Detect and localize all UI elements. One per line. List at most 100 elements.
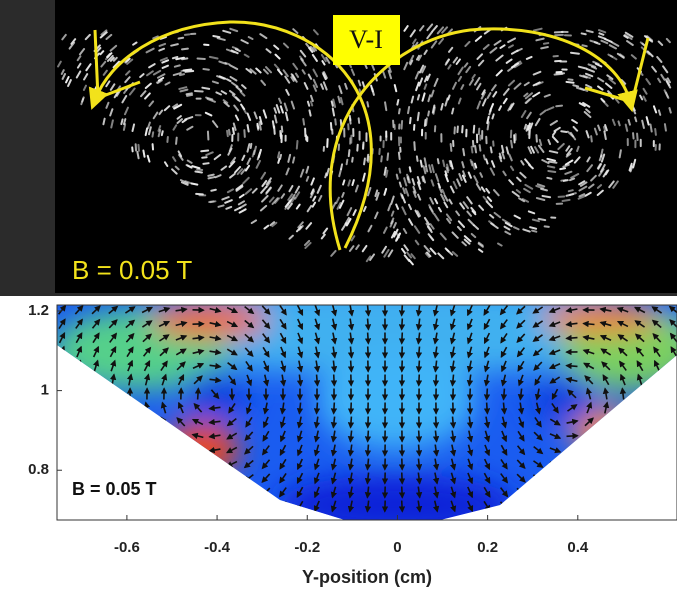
vector bbox=[516, 305, 526, 315]
x-axis-label: Y-position (cm) bbox=[302, 567, 432, 587]
vector bbox=[653, 346, 661, 357]
streak bbox=[152, 35, 159, 40]
streak bbox=[439, 232, 447, 241]
streak bbox=[290, 100, 296, 110]
streak bbox=[478, 204, 485, 211]
streak bbox=[216, 75, 226, 80]
streak bbox=[639, 94, 644, 101]
streak bbox=[618, 149, 622, 159]
streak bbox=[244, 188, 253, 195]
streak bbox=[332, 98, 337, 108]
vector bbox=[330, 472, 337, 485]
streak bbox=[283, 102, 289, 112]
vector bbox=[296, 416, 304, 429]
streak bbox=[449, 143, 453, 152]
streak bbox=[330, 249, 337, 257]
x-tick-label: -0.2 bbox=[294, 539, 320, 556]
streak bbox=[294, 185, 301, 194]
streak bbox=[414, 239, 420, 246]
vector bbox=[415, 500, 423, 513]
vector bbox=[582, 348, 595, 355]
streak bbox=[498, 152, 503, 160]
streak bbox=[68, 41, 76, 50]
streak bbox=[299, 168, 305, 178]
vector bbox=[209, 362, 222, 370]
vector bbox=[651, 306, 663, 314]
vector bbox=[450, 500, 457, 513]
streak bbox=[261, 179, 268, 188]
streak bbox=[423, 119, 427, 127]
streak bbox=[521, 198, 530, 203]
streak bbox=[200, 149, 210, 153]
vector bbox=[567, 404, 578, 412]
vector bbox=[449, 346, 457, 359]
streak bbox=[158, 42, 167, 47]
streak bbox=[312, 78, 319, 88]
streak bbox=[427, 110, 430, 117]
streak bbox=[482, 154, 486, 161]
y-tick-label: 1.2 bbox=[28, 302, 49, 319]
streak bbox=[263, 68, 269, 75]
streak bbox=[398, 108, 401, 115]
streak bbox=[471, 210, 477, 216]
vector bbox=[483, 346, 490, 359]
streak bbox=[351, 179, 355, 186]
streak bbox=[448, 160, 452, 167]
streak bbox=[253, 111, 258, 120]
vector bbox=[517, 430, 525, 442]
vector bbox=[533, 361, 543, 371]
streak bbox=[177, 150, 183, 158]
vector bbox=[296, 486, 304, 498]
vector bbox=[499, 305, 509, 316]
streak bbox=[139, 73, 145, 78]
streak bbox=[57, 60, 62, 68]
streak bbox=[320, 53, 327, 63]
streak bbox=[320, 233, 326, 240]
streak bbox=[402, 228, 408, 234]
streak bbox=[246, 112, 252, 121]
streak bbox=[75, 70, 82, 79]
vector bbox=[364, 430, 372, 443]
streak bbox=[144, 127, 149, 137]
vector bbox=[314, 318, 321, 331]
streak bbox=[564, 170, 573, 175]
vector bbox=[296, 430, 303, 443]
streak bbox=[474, 144, 478, 154]
streak bbox=[294, 191, 301, 200]
vector bbox=[634, 320, 646, 328]
vector bbox=[483, 416, 491, 429]
streak bbox=[433, 77, 439, 87]
streak bbox=[375, 191, 380, 201]
streak bbox=[310, 94, 314, 103]
arrow-head bbox=[584, 37, 650, 104]
streak bbox=[452, 81, 457, 90]
vector bbox=[244, 333, 255, 343]
streak bbox=[430, 89, 435, 98]
streak bbox=[324, 172, 328, 179]
vector bbox=[467, 486, 474, 499]
streak bbox=[451, 231, 459, 239]
vector bbox=[364, 500, 372, 513]
streak bbox=[612, 180, 619, 189]
streak bbox=[451, 107, 455, 115]
vector bbox=[549, 433, 562, 440]
streak bbox=[546, 176, 553, 180]
streak bbox=[509, 102, 515, 111]
vector bbox=[57, 305, 67, 315]
streak bbox=[426, 23, 434, 32]
streak bbox=[578, 180, 586, 186]
streak bbox=[505, 146, 510, 155]
streak bbox=[497, 242, 503, 247]
streak bbox=[241, 154, 246, 162]
streak bbox=[654, 127, 657, 136]
streak bbox=[596, 163, 602, 170]
streak bbox=[345, 158, 349, 166]
streak bbox=[347, 179, 351, 187]
vector bbox=[549, 418, 561, 426]
streak bbox=[457, 97, 462, 105]
streak bbox=[325, 167, 330, 177]
streak bbox=[467, 218, 475, 227]
streak bbox=[416, 176, 421, 185]
streak bbox=[578, 193, 586, 198]
streak bbox=[161, 64, 169, 69]
